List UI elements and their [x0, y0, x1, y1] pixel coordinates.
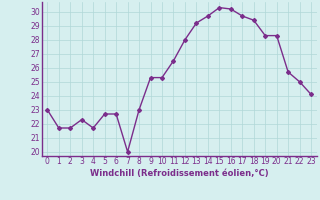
X-axis label: Windchill (Refroidissement éolien,°C): Windchill (Refroidissement éolien,°C)	[90, 169, 268, 178]
